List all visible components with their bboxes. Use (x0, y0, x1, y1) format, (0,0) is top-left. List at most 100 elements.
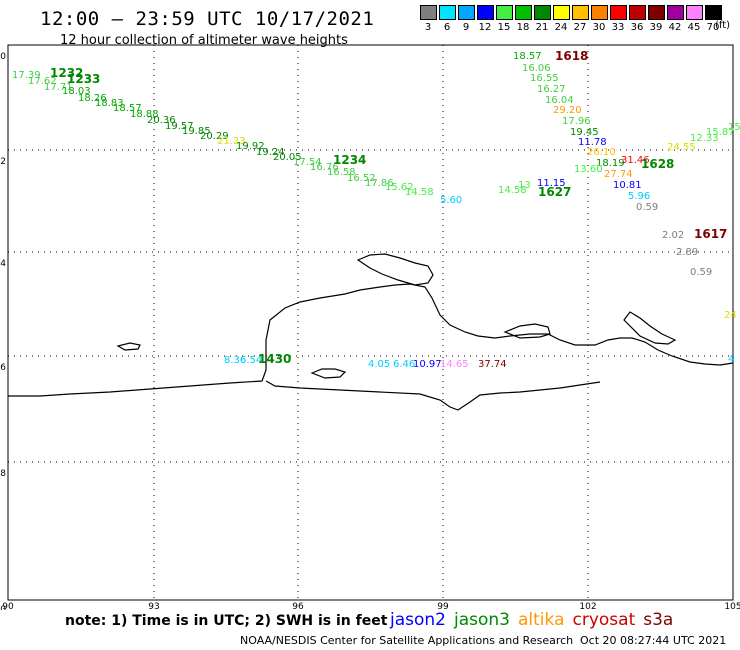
scale-swatch (648, 5, 665, 20)
pass-time-label: 1618 (555, 49, 588, 63)
scale-label: 39 (649, 22, 663, 33)
wave-height-value: 17.54 (293, 157, 322, 168)
wave-height-value: 19.24 (256, 147, 285, 158)
longitude-label: 105 (724, 602, 740, 610)
scale-label: 70 (706, 22, 720, 33)
wave-height-value: 2.89 (676, 247, 698, 258)
wave-height-value: 16.06 (522, 63, 551, 74)
scale-swatch (686, 5, 703, 20)
wave-height-value: 0.59 (636, 202, 658, 213)
wave-height-value: 16.27 (537, 84, 566, 95)
scale-label: 33 (611, 22, 625, 33)
pass-time-label: 1627 (538, 185, 571, 199)
wave-height-value: 17.96 (562, 116, 591, 127)
latitude-label: -64 (0, 259, 6, 269)
wave-height-value: 10.97 (413, 359, 442, 370)
map-subtitle: 12 hour collection of altimeter wave hei… (60, 33, 348, 48)
scale-swatch (591, 5, 608, 20)
latitude-label: -66 (0, 363, 6, 373)
pass-time-label: 1234 (333, 153, 366, 167)
island-north (356, 253, 434, 286)
scale-label: 36 (630, 22, 644, 33)
wave-height-value: 27.74 (604, 169, 633, 180)
satellite-legend: jason2 jason3 altika cryosat s3a (390, 610, 681, 630)
latitude-label: -60 (0, 52, 6, 62)
wave-height-value: 20.05 (273, 152, 302, 163)
wave-height-value: 18.19 (596, 158, 625, 169)
scale-label: 42 (668, 22, 682, 33)
wave-height-value: 15 (728, 122, 740, 133)
wave-height-value: 4 (728, 354, 734, 365)
wave-height-value: 21.23 (217, 136, 246, 147)
wave-height-value: 6.46 (393, 359, 415, 370)
scale-label: 27 (573, 22, 587, 33)
legend-altika: altika (518, 610, 565, 630)
scale-label: 15 (497, 22, 511, 33)
latitude-label: -62 (0, 157, 6, 167)
wave-height-value: 11.78 (578, 137, 607, 148)
wave-height-value: 17.71 (44, 82, 73, 93)
pass-time-label: 1628 (641, 157, 674, 171)
scale-swatch (610, 5, 627, 20)
scale-label: 30 (592, 22, 606, 33)
scale-swatch (439, 5, 456, 20)
scale-label: 3 (424, 22, 432, 33)
wave-height-value: 19.92 (236, 141, 265, 152)
wave-height-value: 6.54 (240, 355, 262, 366)
wave-height-value: 15.62 (385, 182, 414, 193)
coastline (8, 253, 734, 411)
pass-time-label: 1430 (258, 352, 291, 366)
legend-cryosat: cryosat (572, 610, 636, 630)
wave-height-value: 8.36 (224, 355, 246, 366)
coastline-south (265, 380, 601, 411)
wave-height-value: 24 (724, 310, 737, 321)
scale-swatch (667, 5, 684, 20)
wave-height-value: 16.04 (545, 95, 574, 106)
coastline-main (8, 283, 734, 397)
wave-height-value: 18.57 (113, 103, 142, 114)
wave-height-value: 19.45 (570, 127, 599, 138)
map-frame (7, 44, 734, 601)
scale-swatch (534, 5, 551, 20)
footer-note: note: 1) Time is in UTC; 2) SWH is in fe… (65, 613, 388, 629)
legend-jason3: jason3 (454, 610, 510, 630)
wave-height-value: 13 (518, 180, 531, 191)
scale-label: 9 (462, 22, 470, 33)
wave-height-value: 13.60 (574, 164, 603, 175)
wave-height-value: 18.26 (78, 93, 107, 104)
wave-height-value: 0.59 (690, 267, 712, 278)
graticule (8, 45, 733, 600)
wave-height-value: 16.58 (327, 167, 356, 178)
wave-height-value: 18.57 (513, 51, 542, 62)
wave-height-value: 10.81 (613, 180, 642, 191)
wave-height-value: 37.74 (478, 359, 507, 370)
longitude-label: 90 (2, 602, 14, 610)
wave-height-value: 29.20 (553, 105, 582, 116)
longitude-label: 102 (579, 602, 596, 610)
scale-swatch (705, 5, 722, 20)
scale-label: 18 (516, 22, 530, 33)
latitude-label: -70 (0, 605, 6, 610)
wave-height-value: 18.83 (95, 98, 124, 109)
altimeter-map: -60-62-64-66-68-7090939699102105 17.3917… (0, 44, 740, 610)
wave-height-value: 20.36 (147, 115, 176, 126)
scale-label: 12 (478, 22, 492, 33)
pass-time-label: 1232 (50, 66, 83, 80)
wave-height-value: 4.05 (368, 359, 390, 370)
wave-height-value: 19.85 (182, 126, 211, 137)
wave-height-value: 17.86 (365, 178, 394, 189)
scale-label: 24 (554, 22, 568, 33)
inlet-center (310, 368, 347, 379)
wave-height-value: 14.65 (440, 359, 469, 370)
pass-time-label: 1233 (67, 72, 100, 86)
wave-height-value: 19.57 (165, 121, 194, 132)
longitude-label: 93 (148, 602, 159, 610)
pass-time-label: 1617 (694, 227, 727, 241)
wave-height-value: 16.55 (530, 73, 559, 84)
wave-height-value: 11.15 (537, 178, 566, 189)
wave-height-value: 26.10 (587, 147, 616, 158)
credit-text: NOAA/NESDIS Center for Satellite Applica… (240, 634, 574, 647)
wave-height-value: 14.58 (405, 187, 434, 198)
wave-height-value: 20.29 (200, 131, 229, 142)
scale-label: 21 (535, 22, 549, 33)
